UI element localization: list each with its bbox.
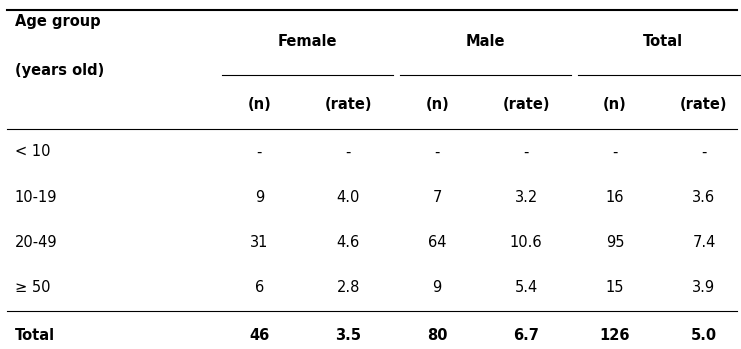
Text: 31: 31 xyxy=(250,235,268,250)
Text: 3.5: 3.5 xyxy=(335,328,362,342)
Text: -: - xyxy=(345,144,351,159)
Text: 6.7: 6.7 xyxy=(514,328,539,342)
Text: 7: 7 xyxy=(433,190,442,205)
Text: (rate): (rate) xyxy=(325,97,372,112)
Text: 126: 126 xyxy=(599,328,631,342)
Text: 10-19: 10-19 xyxy=(15,190,57,205)
Text: 16: 16 xyxy=(606,190,624,205)
Text: (years old): (years old) xyxy=(15,63,104,78)
Text: -: - xyxy=(701,144,707,159)
Text: (rate): (rate) xyxy=(502,97,550,112)
Text: (n): (n) xyxy=(425,97,449,112)
Text: 5.4: 5.4 xyxy=(514,281,538,295)
Text: Total: Total xyxy=(643,35,683,49)
Text: 2.8: 2.8 xyxy=(336,281,360,295)
Text: 10.6: 10.6 xyxy=(510,235,542,250)
Text: 3.9: 3.9 xyxy=(692,281,716,295)
Text: 64: 64 xyxy=(428,235,446,250)
Text: Male: Male xyxy=(465,35,505,49)
Text: 3.2: 3.2 xyxy=(514,190,538,205)
Text: (n): (n) xyxy=(603,97,627,112)
Text: < 10: < 10 xyxy=(15,144,50,159)
Text: 4.0: 4.0 xyxy=(336,190,360,205)
Text: (n): (n) xyxy=(247,97,271,112)
Text: Age group: Age group xyxy=(15,14,101,29)
Text: 95: 95 xyxy=(606,235,624,250)
Text: 4.6: 4.6 xyxy=(336,235,360,250)
Text: ≥ 50: ≥ 50 xyxy=(15,281,50,295)
Text: 80: 80 xyxy=(427,328,448,342)
Text: -: - xyxy=(434,144,440,159)
Text: -: - xyxy=(256,144,262,159)
Text: 6: 6 xyxy=(255,281,264,295)
Text: 46: 46 xyxy=(249,328,270,342)
Text: 5.0: 5.0 xyxy=(691,328,717,342)
Text: 9: 9 xyxy=(433,281,442,295)
Text: (rate): (rate) xyxy=(680,97,728,112)
Text: 7.4: 7.4 xyxy=(692,235,716,250)
Text: 3.6: 3.6 xyxy=(692,190,716,205)
Text: 9: 9 xyxy=(255,190,264,205)
Text: Female: Female xyxy=(278,35,337,49)
Text: -: - xyxy=(612,144,618,159)
Text: 20-49: 20-49 xyxy=(15,235,58,250)
Text: 15: 15 xyxy=(606,281,624,295)
Text: -: - xyxy=(523,144,529,159)
Text: Total: Total xyxy=(15,328,55,342)
